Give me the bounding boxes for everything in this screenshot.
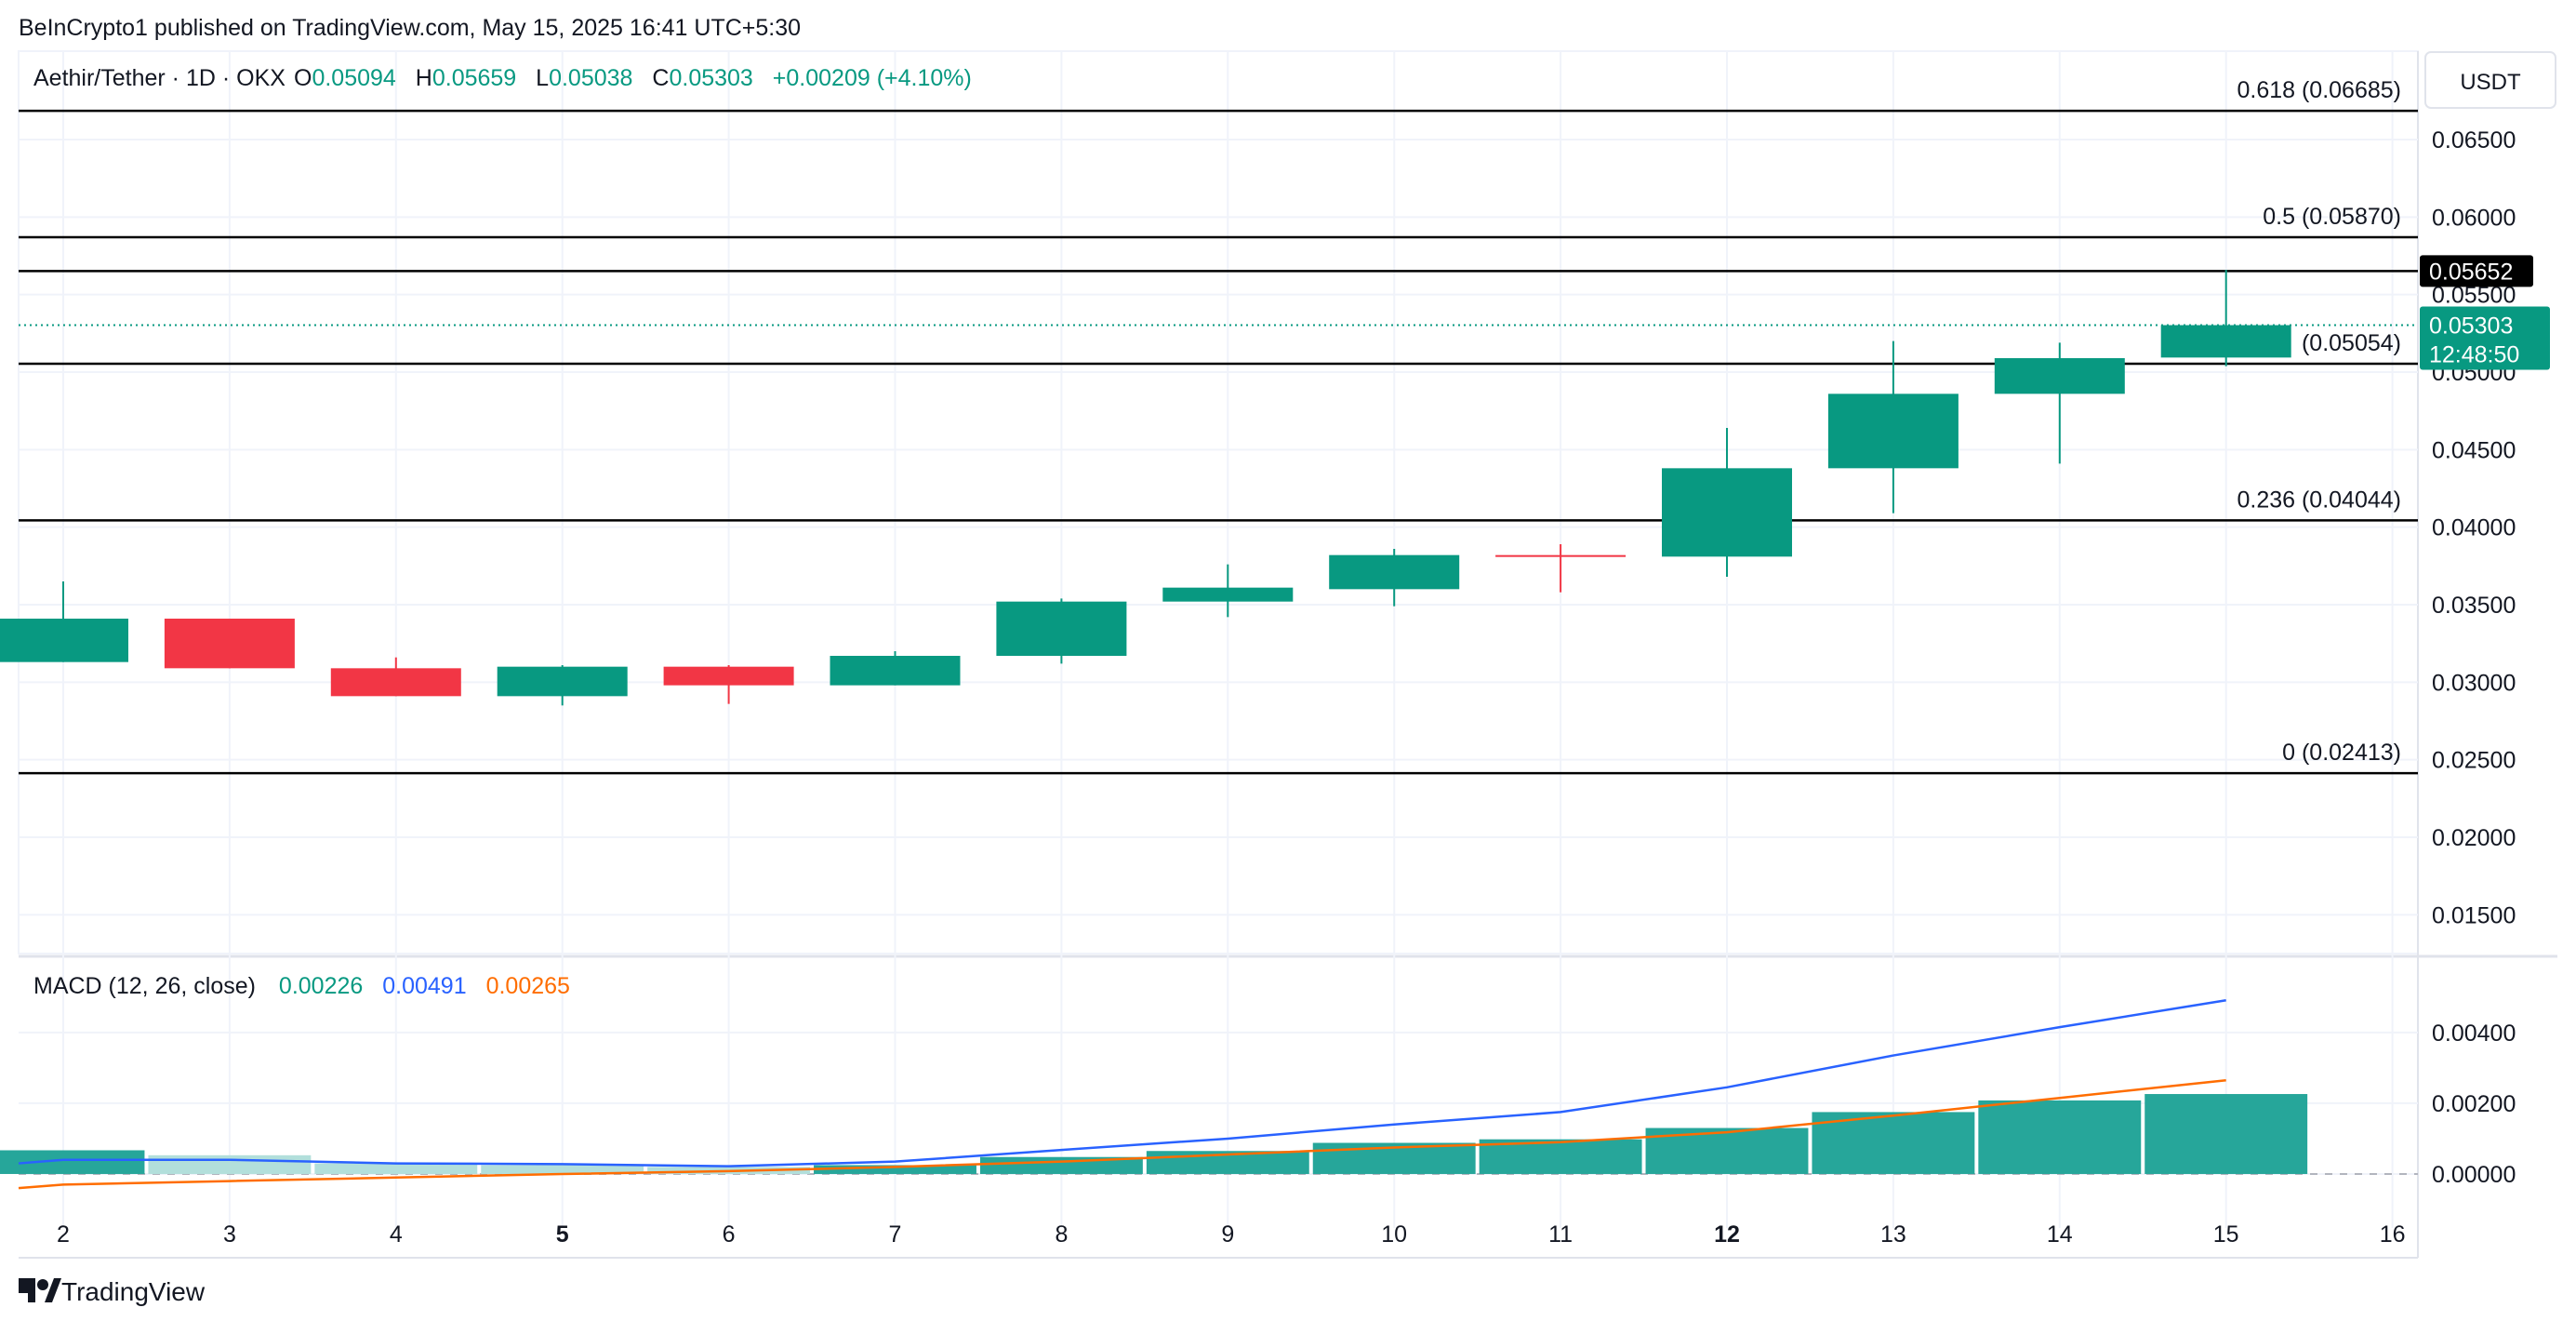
candle-body [164,619,295,669]
close-value: 0.05303 [669,65,752,91]
x-tick-label: 5 [556,1221,569,1248]
x-tick-label: 8 [1055,1221,1068,1248]
macd-histogram-bar [979,1156,1143,1174]
high-value: 0.05659 [432,65,516,91]
macd-histogram-bar [314,1163,478,1174]
macd-title: MACD (12, 26, close) [33,973,256,999]
x-tick-label: 3 [223,1221,236,1248]
macd-tick-label: 0.00200 [2432,1091,2516,1117]
fib-level-label: (0.05054) [2302,330,2401,356]
x-tick-label: 4 [390,1221,403,1248]
y-tick-label: 0.04000 [2432,515,2516,541]
macd-hist-value: 0.00226 [279,973,363,999]
y-tick-label: 0.02000 [2432,825,2516,851]
currency-label: USDT [2460,70,2521,95]
macd-histogram-bar [1479,1139,1642,1174]
low-value: 0.05038 [549,65,632,91]
tradingview-brand: TradingView [61,1277,206,1306]
x-tick-label: 15 [2213,1221,2239,1248]
fib-level-label: 0.236 (0.04044) [2237,487,2401,513]
x-tick-label: 13 [1880,1221,1906,1248]
candle-body [330,668,461,697]
y-tick-label: 0.03500 [2432,593,2516,619]
macd-histogram-bar [148,1154,312,1174]
candle-body [1827,394,1959,469]
open-value: 0.05094 [312,65,395,91]
fib-level-label: 0 (0.02413) [2282,740,2401,766]
candle-body [996,601,1127,656]
grid [18,50,2557,1259]
last-price-label: 0.05303 [2429,314,2513,340]
open-label: O [294,65,312,91]
macd-histogram-bar [2144,1094,2308,1174]
high-label: H [416,65,432,91]
publisher-line: BeInCrypto1 published on TradingView.com… [19,15,801,41]
change-value: +0.00209 (+4.10%) [773,65,972,91]
tradingview-icon [19,1278,61,1302]
x-tick-label: 14 [2047,1221,2073,1248]
candle-body [1994,358,2125,394]
macd-histogram-bar [1812,1112,1975,1174]
candle-body [0,619,128,662]
candle-body [1329,554,1460,590]
main-pane-frame [18,50,2419,954]
macd-signal-value: 0.00265 [486,973,570,999]
candle-body [830,656,961,686]
candles [0,270,2291,706]
macd-histogram-bar [814,1165,976,1174]
fib-level-label: 0.618 (0.06685) [2237,77,2401,103]
y-tick-label: 0.04500 [2432,437,2516,463]
crosshair-price-tag [2420,255,2533,287]
candle-body [2160,325,2291,358]
x-tick-label: 7 [889,1221,902,1248]
macd-tick-label: 0.00400 [2432,1021,2516,1047]
tradingview-logo[interactable]: TradingView [19,1277,206,1306]
candle-body [663,666,794,686]
svg-text:MACD (12, 26, close) 0.0: MACD (12, 26, close) 0.00226 0.00491 0.0… [33,973,570,999]
svg-text:Aethir/Tether · 1D · OKX: Aethir/Tether · 1D · OKX [33,65,285,91]
axes: 2 3 4 5 6 7 8 9 10 11 12 13 14 15 16 0.06500 0.06000 0.05… [57,127,2550,1248]
macd-signal-line [18,1078,2226,1190]
last-price-tag [2420,306,2550,370]
macd-line-value: 0.00491 [382,973,466,999]
symbol-name: Aethir/Tether · 1D · OKX [33,65,285,91]
x-tick-label: 9 [1221,1221,1234,1248]
close-label: C [652,65,669,91]
fib-level-label: 0.5 (0.05870) [2263,204,2401,230]
x-tick-label: 10 [1381,1221,1407,1248]
macd-line [18,999,2226,1168]
countdown-label: 12:48:50 [2429,342,2519,368]
low-label: L [536,65,549,91]
crosshair-price-label: 0.05652 [2429,259,2513,285]
x-tick-label: 2 [57,1221,70,1248]
x-tick-label: 6 [723,1221,736,1248]
macd-legend: MACD (12, 26, close) 0.00226 0.00491 0.0… [33,973,570,999]
y-tick-label: 0.06000 [2432,205,2516,231]
symbol-legend: Aethir/Tether · 1D · OKX O0.05094 H0.056… [33,65,972,91]
macd-pane [0,999,2418,1190]
macd-tick-label: 0.00000 [2432,1162,2516,1188]
candle-body [1162,587,1294,602]
macd-histogram-bar [481,1165,644,1174]
svg-text:O0.05094 H0.05659: O0.05094 H0.05659 L0.05038 C0.05303 +0.0… [294,65,972,91]
macd-histogram-bar [1978,1100,2142,1174]
x-tick-label: 11 [1548,1221,1573,1248]
candle-body [1662,468,1792,557]
y-tick-label: 0.02500 [2432,748,2516,774]
y-tick-label: 0.01500 [2432,902,2516,928]
x-tick-label: 16 [2380,1221,2406,1248]
currency-button[interactable]: USDT [2424,51,2556,109]
y-tick-label: 0.06500 [2432,127,2516,153]
candle-body [497,666,628,697]
y-tick-label: 0.03000 [2432,670,2516,696]
candle-body [1495,554,1627,557]
x-tick-label: 12 [1714,1221,1740,1248]
